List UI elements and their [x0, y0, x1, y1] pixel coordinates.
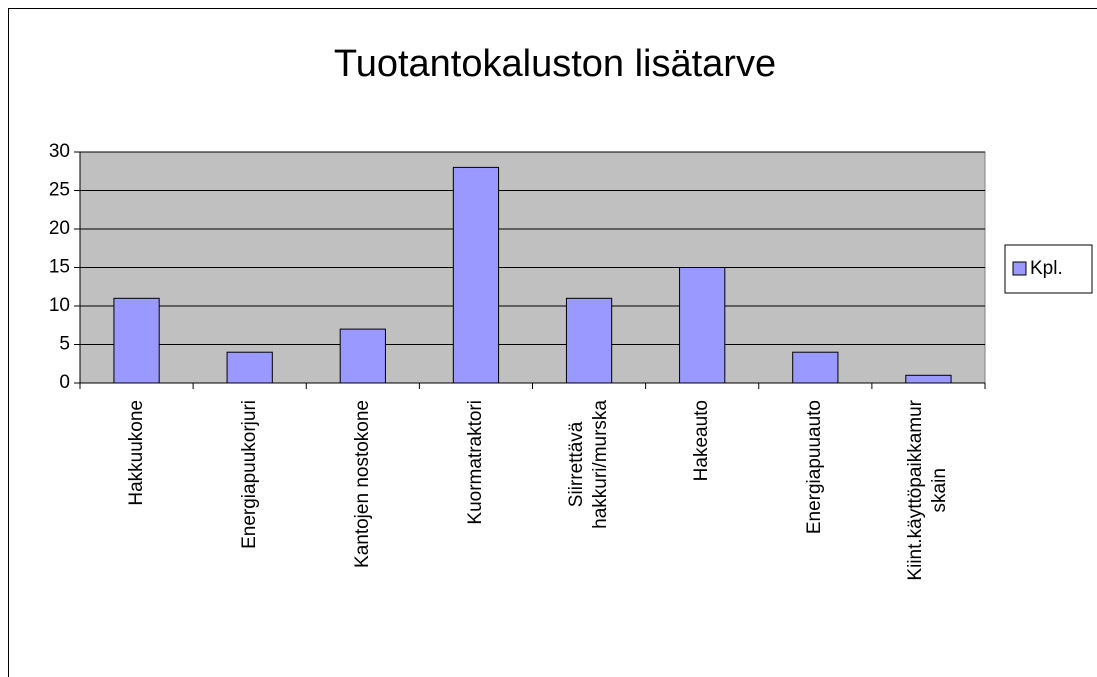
bar — [226, 351, 273, 384]
bar — [565, 297, 613, 384]
x-tick-label: Kiint.käyttöpaikkamur skain — [905, 400, 951, 581]
x-tick-label: Hakkuukone — [125, 400, 147, 506]
y-tick-label: 25 — [49, 180, 70, 201]
chart-title: Tuotantokaluston lisätarve — [334, 43, 776, 85]
y-tick-label: 0 — [59, 372, 70, 393]
x-tick-label: Siirrettävä hakkuri/murska — [566, 400, 612, 529]
x-tick-label: Kantojen nostokone — [351, 400, 373, 568]
bar — [905, 374, 952, 384]
bar — [679, 267, 726, 384]
y-tick-label: 10 — [49, 295, 70, 316]
x-tick-label: Hakeauto — [691, 400, 713, 482]
x-tick-label: Energiapuuauto — [804, 400, 826, 535]
bar — [113, 297, 160, 384]
y-tick-label: 20 — [49, 218, 70, 239]
y-tick-label: 5 — [59, 334, 70, 355]
bar — [452, 166, 500, 384]
legend-swatch — [1012, 261, 1027, 276]
x-tick-label: Kuormatraktori — [464, 400, 486, 525]
x-tick-label: Energiapuukorjuri — [238, 400, 260, 549]
y-tick-label: 30 — [49, 141, 70, 162]
bar — [792, 351, 839, 384]
legend-label: Kpl. — [1030, 258, 1063, 279]
bar — [339, 328, 386, 384]
y-tick-label: 15 — [49, 257, 70, 278]
